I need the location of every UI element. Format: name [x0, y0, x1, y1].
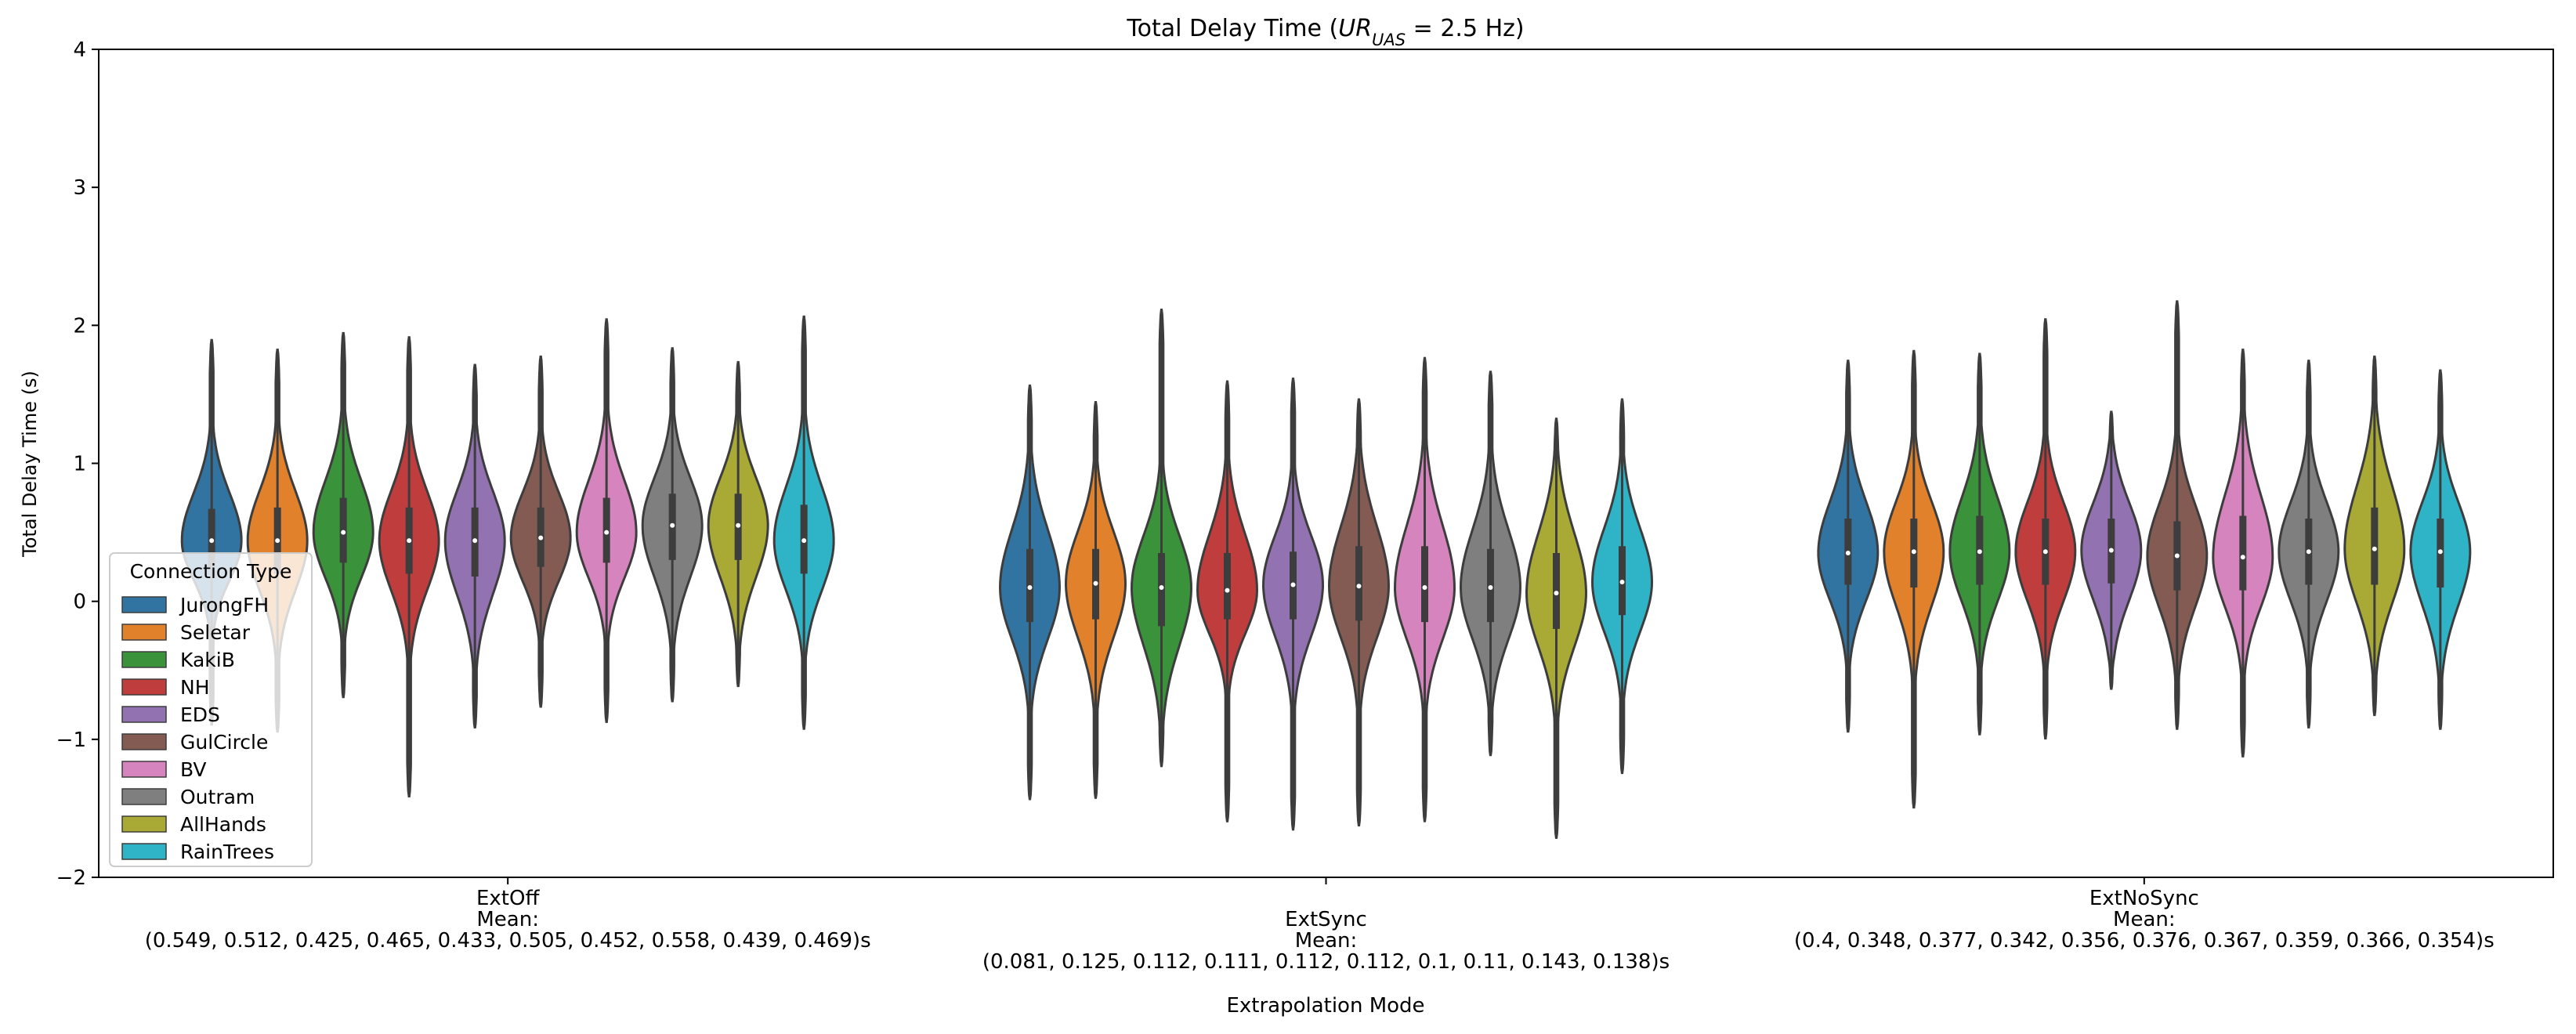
violin-median — [670, 522, 675, 528]
x-tick-note: (0.4, 0.348, 0.377, 0.342, 0.356, 0.376,… — [1794, 929, 2495, 953]
violin-median — [2108, 548, 2114, 553]
violin-median — [1422, 585, 1427, 591]
violin-median — [1977, 549, 1982, 555]
legend-swatch — [121, 815, 167, 833]
legend-label: KakiB — [180, 649, 235, 671]
y-tick-label: 0 — [73, 591, 86, 614]
violin-median — [1225, 588, 1230, 593]
legend-label: GulCircle — [180, 731, 268, 754]
x-tick-label: ExtOff — [476, 887, 540, 910]
chart-title: Total Delay Time (URUAS = 2.5 Hz) — [1126, 15, 1524, 49]
title-subscript: UAS — [1372, 31, 1406, 49]
violin-median — [341, 530, 346, 535]
violin-median — [1911, 549, 1916, 555]
violin-median — [2372, 546, 2377, 551]
violin-median — [538, 535, 544, 540]
violin-median — [801, 538, 807, 544]
title-text: = 2.5 Hz) — [1406, 15, 1524, 42]
legend-swatch — [121, 733, 167, 750]
x-tick-note: Mean: — [476, 908, 539, 931]
y-axis-label: Total Delay Time (s) — [19, 371, 41, 558]
y-tick-label: 1 — [73, 453, 86, 476]
legend-swatch — [121, 761, 167, 778]
y-tick-label: −1 — [56, 728, 86, 752]
legend-label: AllHands — [180, 813, 266, 836]
plot-frame — [98, 49, 2554, 878]
violin-median — [1093, 580, 1098, 586]
violin-median — [407, 538, 412, 544]
legend-swatch — [121, 624, 167, 641]
violin-median — [1290, 582, 1296, 588]
legend-swatch — [121, 843, 167, 860]
legend-label: NH — [180, 676, 210, 699]
legend-swatch — [121, 651, 167, 668]
legend-title: Connection Type — [130, 560, 292, 583]
legend-label: BV — [180, 758, 206, 781]
violin-median — [472, 538, 478, 544]
violin-median — [1027, 585, 1033, 591]
violin-median — [2306, 549, 2311, 555]
legend-label: Seletar — [180, 621, 251, 644]
x-axis-label: Extrapolation Mode — [1226, 994, 1424, 1018]
violin-median — [2174, 553, 2180, 559]
legend-label: Outram — [180, 786, 255, 808]
legend-swatch — [121, 788, 167, 805]
violin-median — [604, 530, 610, 535]
violin-median — [1488, 585, 1493, 591]
violin-median — [2240, 555, 2245, 560]
y-tick-label: 4 — [73, 38, 86, 62]
violin-median — [275, 538, 280, 544]
legend-swatch — [121, 706, 167, 723]
y-tick-label: 2 — [73, 314, 86, 338]
title-text: Total Delay Time ( — [1126, 15, 1338, 42]
legend-label: EDS — [180, 703, 220, 726]
violin-median — [1159, 585, 1164, 591]
x-tick-label: ExtSync — [1285, 908, 1367, 931]
x-tick-note: Mean: — [1295, 929, 1358, 953]
y-tick-label: 3 — [73, 176, 86, 200]
legend-label: JurongFH — [179, 594, 269, 616]
x-tick-note: Mean: — [2113, 908, 2176, 931]
legend-label: RainTrees — [180, 841, 274, 863]
x-tick-note: (0.081, 0.125, 0.112, 0.111, 0.112, 0.11… — [982, 950, 1670, 974]
violin-median — [209, 538, 215, 544]
legend-swatch — [121, 678, 167, 696]
x-tick-note: (0.549, 0.512, 0.425, 0.465, 0.433, 0.50… — [145, 929, 871, 953]
violin-median — [1554, 591, 1559, 596]
legend: Connection Type JurongFH Seletar KakiB NH EDS… — [109, 552, 313, 867]
violin-median — [1619, 580, 1625, 585]
legend-swatch — [121, 596, 167, 613]
violin-median — [1356, 584, 1362, 589]
violin-median — [736, 522, 741, 528]
violin-median — [1845, 551, 1851, 556]
violin-median — [2042, 549, 2048, 555]
y-tick-label: −2 — [56, 866, 86, 890]
x-tick-label: ExtNoSync — [2089, 887, 2199, 910]
violin-median — [2437, 549, 2443, 555]
title-math: UR — [1338, 15, 1372, 42]
